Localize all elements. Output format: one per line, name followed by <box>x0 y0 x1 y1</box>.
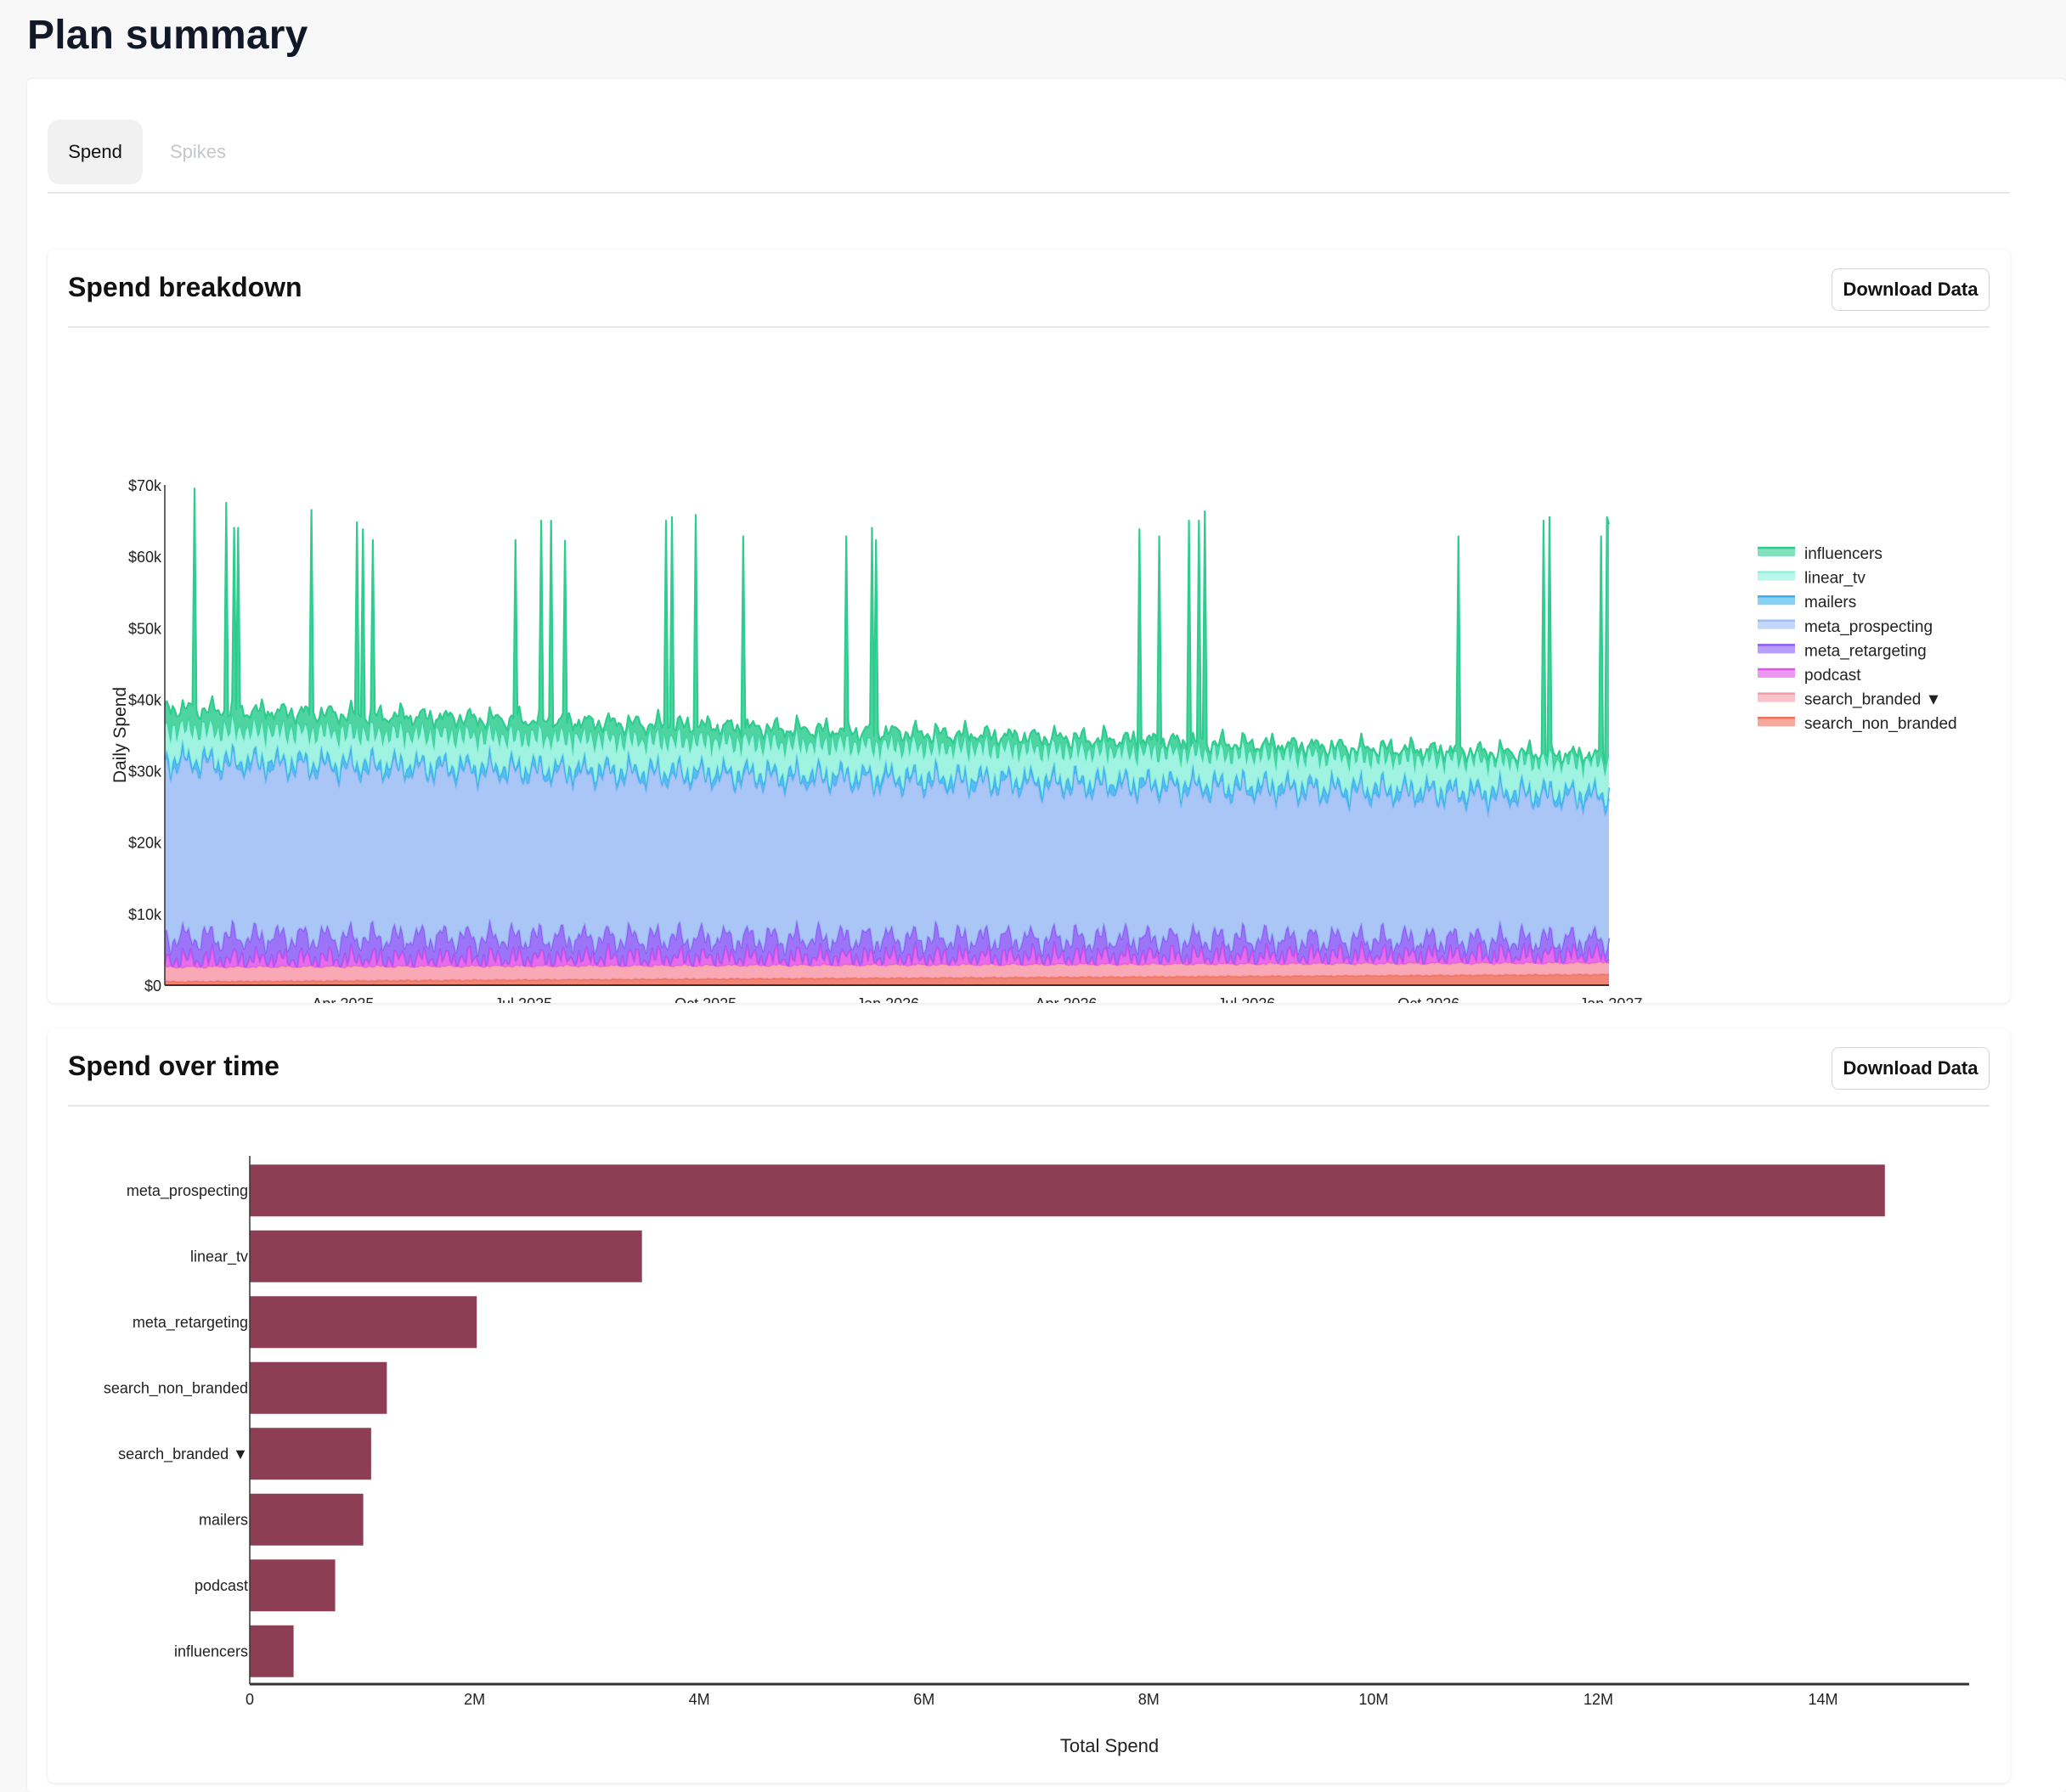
stacked-areas <box>163 487 1611 985</box>
legend-swatch-podcast <box>1758 669 1795 678</box>
bar-podcast <box>250 1559 336 1612</box>
bar-influencers <box>250 1625 294 1677</box>
spend-over-time-card: Spend over time Download Data meta_prosp… <box>48 1028 2010 1783</box>
legend-label-influencers: influencers <box>1804 545 1883 563</box>
y-tick-label: $50k <box>128 620 162 637</box>
y-tick-label: $20k <box>128 835 162 852</box>
legend-swatch-search-branded <box>1758 693 1795 702</box>
area-influencers <box>165 488 1609 779</box>
area-meta-retargeting <box>165 919 1609 967</box>
tab-spikes[interactable]: Spikes <box>169 141 227 162</box>
bar-x-tick-label: 12M <box>1583 1691 1613 1708</box>
tab-spend[interactable]: Spend <box>48 120 143 184</box>
bar-x-tick-label: 8M <box>1138 1691 1160 1708</box>
bar-linear-tv <box>250 1230 642 1282</box>
legend-swatch-meta-prospecting <box>1758 620 1795 629</box>
area-meta-prospecting <box>165 750 1609 959</box>
legend-label-meta-prospecting: meta_prospecting <box>1804 618 1933 636</box>
y-tick-label: $0 <box>144 978 161 995</box>
x-tick-label: Apr 2025 <box>312 995 374 1003</box>
bar-category-label: podcast <box>195 1577 248 1594</box>
y-axis-title: Daily Spend <box>110 687 130 783</box>
x-tick-label: Jan 2027 <box>1579 995 1642 1003</box>
legend-label-search-branded: search_branded ▼ <box>1804 691 1941 709</box>
bar-category-label: mailers <box>199 1511 248 1528</box>
spend-breakdown-card: Spend breakdown Download Data $0 $10k $20k… <box>48 250 2010 1003</box>
spend-over-time-download-button[interactable]: Download Data <box>1832 1047 1990 1090</box>
x-tick-label: Apr 2026 <box>1036 995 1098 1003</box>
legend-label-meta-retargeting: meta_retargeting <box>1804 642 1927 660</box>
tab-bar: Spend Spikes <box>48 120 2010 194</box>
y-tick-label: $60k <box>128 549 162 566</box>
spend-breakdown-download-button[interactable]: Download Data <box>1832 268 1990 311</box>
spend-breakdown-divider <box>68 326 1990 328</box>
spend-breakdown-title: Spend breakdown <box>68 272 302 302</box>
page-title: Plan summary <box>27 13 308 58</box>
bar-x-tick-label: 10M <box>1358 1691 1388 1708</box>
legend-label-search-non-branded: search_non_branded <box>1804 715 1957 733</box>
bar-x-tick-label: 6M <box>913 1691 934 1708</box>
line-influencers <box>164 487 1611 765</box>
legend-label-linear-tv: linear_tv <box>1804 570 1866 588</box>
y-tick-label: $10k <box>128 906 162 923</box>
spend-over-time-divider <box>68 1105 1990 1107</box>
bar-category-label: search_branded ▼ <box>118 1445 248 1463</box>
bar-meta-prospecting <box>250 1164 1885 1217</box>
spend-over-time-chart: meta_prospecting linear_tv meta_retargetin… <box>104 1156 1969 1756</box>
bar-x-tick-label: 0 <box>246 1691 254 1708</box>
spend-over-time-title: Spend over time <box>68 1051 279 1081</box>
bar-category-label: influencers <box>174 1643 248 1660</box>
x-tick-label: Jan 2026 <box>856 995 919 1003</box>
y-tick-label: $30k <box>128 764 162 780</box>
bar-x-tick-label: 2M <box>464 1691 485 1708</box>
bar-category-label: meta_prospecting <box>127 1182 248 1200</box>
x-tick-label: Oct 2026 <box>1397 995 1459 1003</box>
legend-swatch-linear-tv <box>1758 572 1795 581</box>
x-tick-label: Jul 2025 <box>494 995 552 1003</box>
legend-swatch-meta-retargeting <box>1758 645 1795 654</box>
bar-x-axis-title: Total Spend <box>1060 1735 1159 1756</box>
y-tick-label: $40k <box>128 691 162 708</box>
legend-label-podcast: podcast <box>1804 667 1861 685</box>
bar-search-branded <box>250 1428 371 1480</box>
bar-category-label: search_non_branded <box>104 1379 248 1397</box>
bar-category-label: meta_retargeting <box>133 1314 248 1332</box>
legend-swatch-influencers <box>1758 548 1795 556</box>
area-mailers <box>165 740 1609 816</box>
spend-breakdown-chart: $0 $10k $20k $30k $40k $50k $60k $70k Apr 2025 Ju… <box>110 477 1957 1003</box>
bar-meta-retargeting <box>250 1296 477 1349</box>
bar-x-tick-label: 14M <box>1809 1691 1838 1708</box>
legend-swatch-mailers <box>1758 596 1795 606</box>
plan-summary-panel: Spend Spikes Spend breakdown Download Da… <box>27 79 2066 1792</box>
bar-category-label: linear_tv <box>190 1248 248 1265</box>
x-tick-label: Oct 2025 <box>675 995 737 1003</box>
legend-swatch-search-non-branded <box>1758 718 1795 727</box>
legend-label-mailers: mailers <box>1804 594 1856 611</box>
bar-mailers <box>250 1493 364 1546</box>
x-tick-label: Jul 2026 <box>1217 995 1275 1003</box>
bar-search-non-branded <box>250 1361 387 1414</box>
bar-x-tick-label: 4M <box>689 1691 710 1708</box>
y-tick-label: $70k <box>128 477 162 494</box>
